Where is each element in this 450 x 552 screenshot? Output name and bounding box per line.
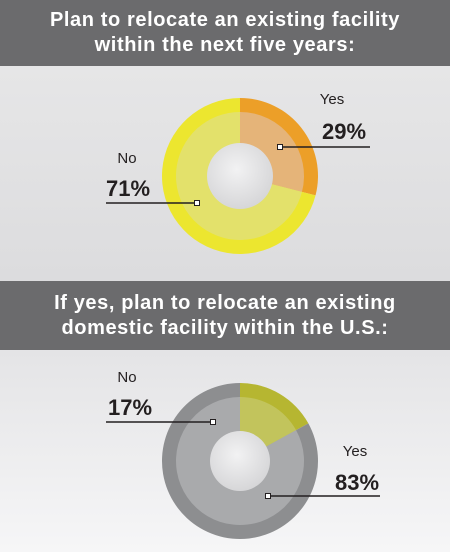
chart-2-center-hole	[210, 431, 270, 491]
chart-1-title-line1: Plan to relocate an existing facility	[49, 9, 401, 31]
chart-2-title-line2: domestic facility within the U.S.:	[61, 316, 389, 339]
chart-2-label-no: No	[117, 369, 136, 386]
chart-1-value-no: 71%	[106, 176, 150, 201]
chart-1-banner: Plan to relocate an existing facility wi…	[0, 0, 450, 66]
chart-2-value-yes: 83%	[335, 470, 379, 495]
chart-2-banner: If yes, plan to relocate an existing dom…	[0, 281, 450, 350]
chart-2-leader-marker-yes	[265, 493, 271, 499]
chart-2-label-yes: Yes	[343, 443, 367, 460]
chart-2-leader-marker-no	[210, 419, 216, 425]
chart-1-label-no: No	[117, 150, 136, 167]
chart-1-leader-marker-no	[194, 200, 200, 206]
chart-2-value-no: 17%	[108, 395, 152, 420]
chart-1-title-line2: within the next five years:	[94, 34, 356, 56]
chart-1-label-yes: Yes	[320, 91, 344, 108]
chart-1-value-yes: 29%	[322, 119, 366, 144]
chart-2-title-line1: If yes, plan to relocate an existing	[54, 291, 396, 314]
chart-1-leader-marker-yes	[277, 144, 283, 150]
chart-1-center-hole	[207, 143, 273, 209]
